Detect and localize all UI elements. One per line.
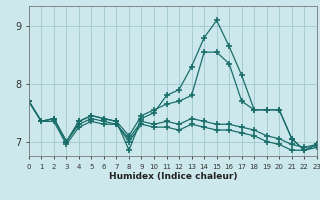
X-axis label: Humidex (Indice chaleur): Humidex (Indice chaleur) [108,172,237,181]
